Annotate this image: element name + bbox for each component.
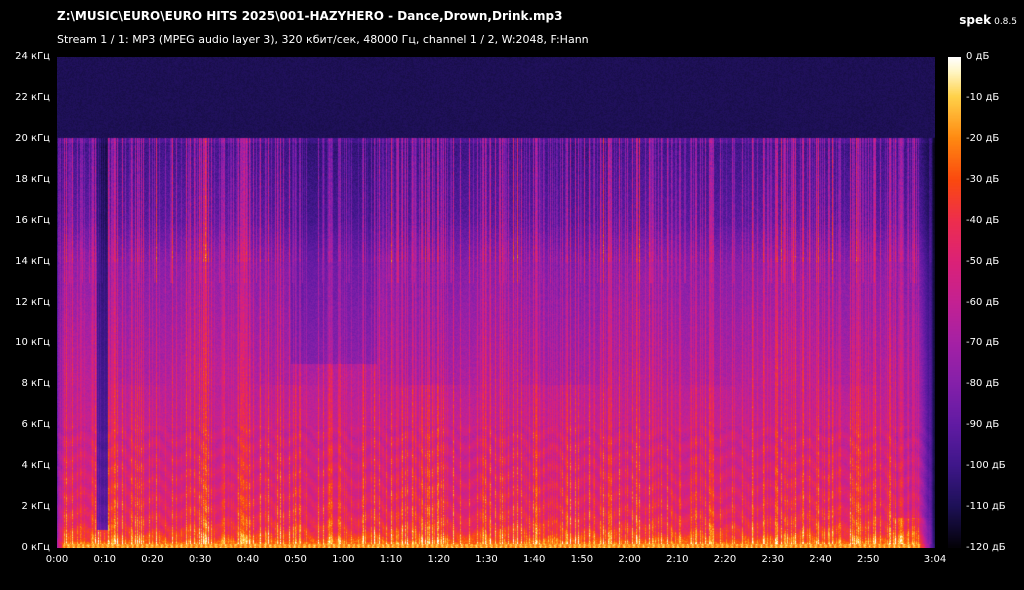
stream-info: Stream 1 / 1: MP3 (MPEG audio layer 3), …	[57, 33, 589, 46]
time-tick-label: 0:20	[141, 554, 164, 565]
time-tick-label: 0:30	[188, 554, 212, 565]
time-tick-label: 2:20	[713, 554, 737, 565]
legend-gradient	[948, 57, 961, 548]
time-tick-label: 1:40	[522, 554, 546, 565]
time-tick-label: 0:50	[284, 554, 307, 565]
legend-tick-label: -120 дБ	[966, 542, 1006, 553]
time-tick-label: 1:30	[475, 554, 498, 565]
time-tick-label: 3:04	[923, 554, 947, 565]
time-tick-label: 2:00	[618, 554, 641, 565]
time-tick-label: 2:30	[761, 554, 784, 565]
freq-tick-label: 14 кГц	[15, 255, 50, 267]
freq-tick-label: 10 кГц	[15, 337, 50, 349]
freq-tick-label: 16 кГц	[15, 214, 50, 226]
freq-tick-label: 20 кГц	[15, 132, 50, 144]
legend-tick-label: -110 дБ	[966, 501, 1006, 513]
freq-tick-label: 2 кГц	[21, 501, 51, 513]
time-tick-label: 1:00	[332, 554, 355, 565]
legend-tick-label: -40 дБ	[966, 214, 1000, 226]
app-version: 0.8.5	[994, 17, 1017, 27]
time-tick-label: 2:50	[856, 554, 880, 565]
legend-tick-label: 0 дБ	[966, 51, 990, 62]
legend-tick-label: -100 дБ	[966, 460, 1006, 472]
freq-tick-label: 8 кГц	[21, 378, 51, 390]
legend-tick-label: -80 дБ	[966, 378, 1000, 390]
freq-tick-label: 0 кГц	[21, 542, 51, 553]
freq-tick-label: 24 кГц	[15, 51, 50, 62]
freq-tick-label: 4 кГц	[21, 460, 51, 472]
freq-tick-label: 6 кГц	[21, 419, 51, 431]
legend-tick-label: -50 дБ	[966, 255, 1000, 267]
freq-tick-label: 12 кГц	[15, 296, 50, 308]
app-name: spek	[959, 13, 992, 27]
legend-tick-label: -10 дБ	[966, 91, 1000, 103]
file-path: Z:\MUSIC\EURO\EURO HITS 2025\001-HAZYHER…	[57, 9, 563, 23]
freq-tick-label: 22 кГц	[15, 91, 50, 103]
time-tick-label: 1:50	[570, 554, 594, 565]
time-tick-label: 0:10	[93, 554, 116, 565]
freq-tick-label: 18 кГц	[15, 173, 50, 185]
time-tick-label: 2:40	[809, 554, 832, 565]
legend-tick-label: -90 дБ	[966, 419, 1000, 431]
legend-tick-label: -20 дБ	[966, 132, 1000, 144]
time-tick-label: 0:00	[45, 554, 69, 565]
app-brand: spek 0.8.5	[959, 9, 1017, 28]
time-tick-label: 2:10	[666, 554, 689, 565]
legend-tick-label: -70 дБ	[966, 337, 1000, 349]
spectrogram-canvas[interactable]	[57, 57, 935, 548]
time-tick-label: 0:40	[236, 554, 260, 565]
time-tick-label: 1:10	[379, 554, 403, 565]
legend-tick-label: -60 дБ	[966, 296, 1000, 308]
legend-tick-label: -30 дБ	[966, 173, 1000, 185]
time-tick-label: 1:20	[427, 554, 450, 565]
